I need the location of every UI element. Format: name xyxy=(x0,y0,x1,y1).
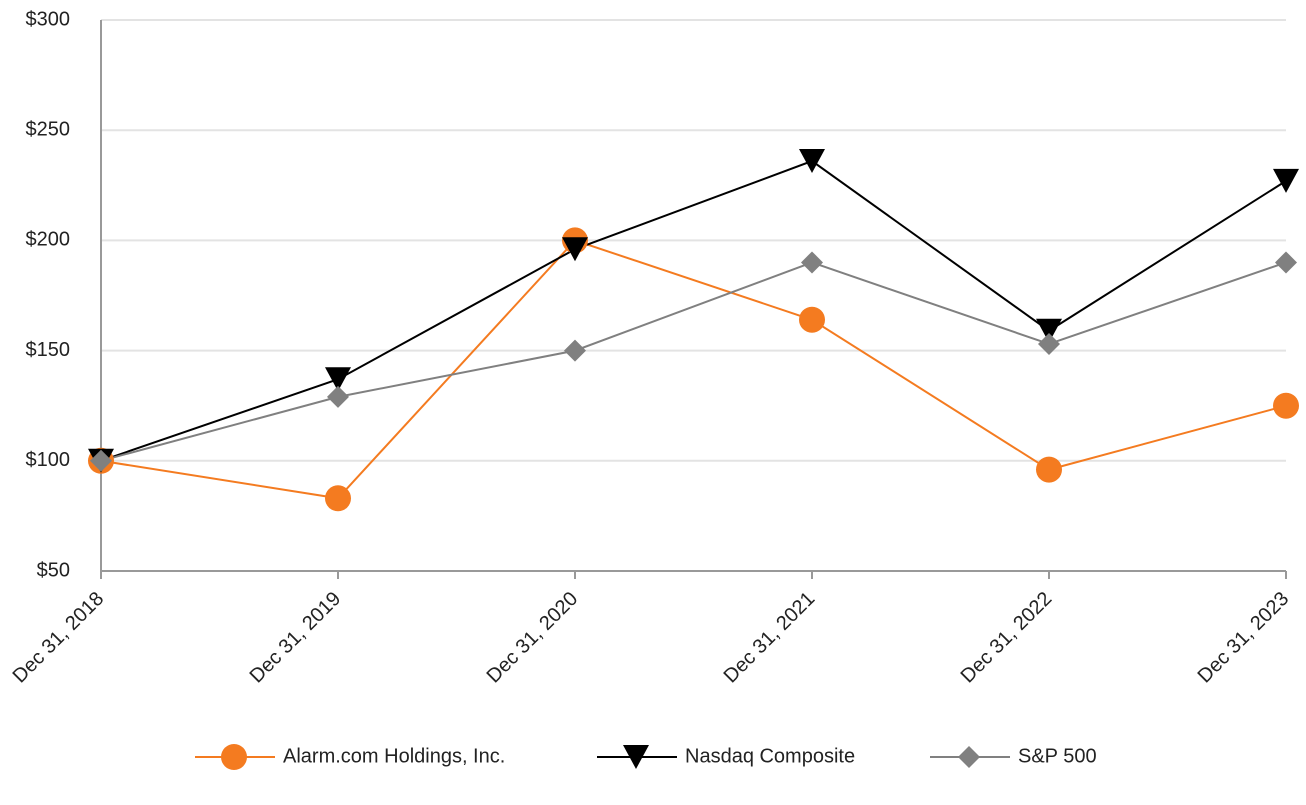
marker xyxy=(958,746,980,768)
x-tick-label: Dec 31, 2023 xyxy=(1194,588,1294,688)
marker xyxy=(799,149,825,174)
marker xyxy=(623,745,649,769)
marker xyxy=(1273,168,1299,193)
legend-label: Nasdaq Composite xyxy=(685,745,855,767)
marker xyxy=(90,449,112,472)
x-tick-label: Dec 31, 2022 xyxy=(957,588,1057,688)
y-tick-label: $250 xyxy=(26,118,71,140)
legend-label: S&P 500 xyxy=(1018,745,1097,767)
series-line xyxy=(100,261,1287,462)
marker xyxy=(1036,456,1062,483)
x-tick-label: Dec 31, 2019 xyxy=(246,588,346,688)
marker xyxy=(1273,392,1299,419)
marker xyxy=(1275,251,1297,274)
marker xyxy=(1038,332,1060,355)
y-tick-label: $100 xyxy=(26,449,71,471)
x-tick-label: Dec 31, 2020 xyxy=(483,588,583,688)
marker xyxy=(327,385,349,408)
y-tick-label: $300 xyxy=(26,8,71,30)
marker xyxy=(325,367,351,392)
legend-label: Alarm.com Holdings, Inc. xyxy=(283,745,505,767)
y-tick-label: $50 xyxy=(37,559,70,581)
marker xyxy=(564,339,586,362)
series-line xyxy=(100,239,1287,500)
x-tick-label: Dec 31, 2018 xyxy=(9,588,109,688)
marker xyxy=(799,306,825,333)
marker xyxy=(562,237,588,262)
y-tick-label: $150 xyxy=(26,339,71,361)
x-tick-label: Dec 31, 2021 xyxy=(720,588,820,688)
series-line xyxy=(100,159,1287,462)
marker xyxy=(1036,318,1062,343)
marker xyxy=(325,485,351,512)
y-tick-label: $200 xyxy=(26,229,71,251)
marker xyxy=(221,744,247,770)
marker xyxy=(801,251,823,274)
